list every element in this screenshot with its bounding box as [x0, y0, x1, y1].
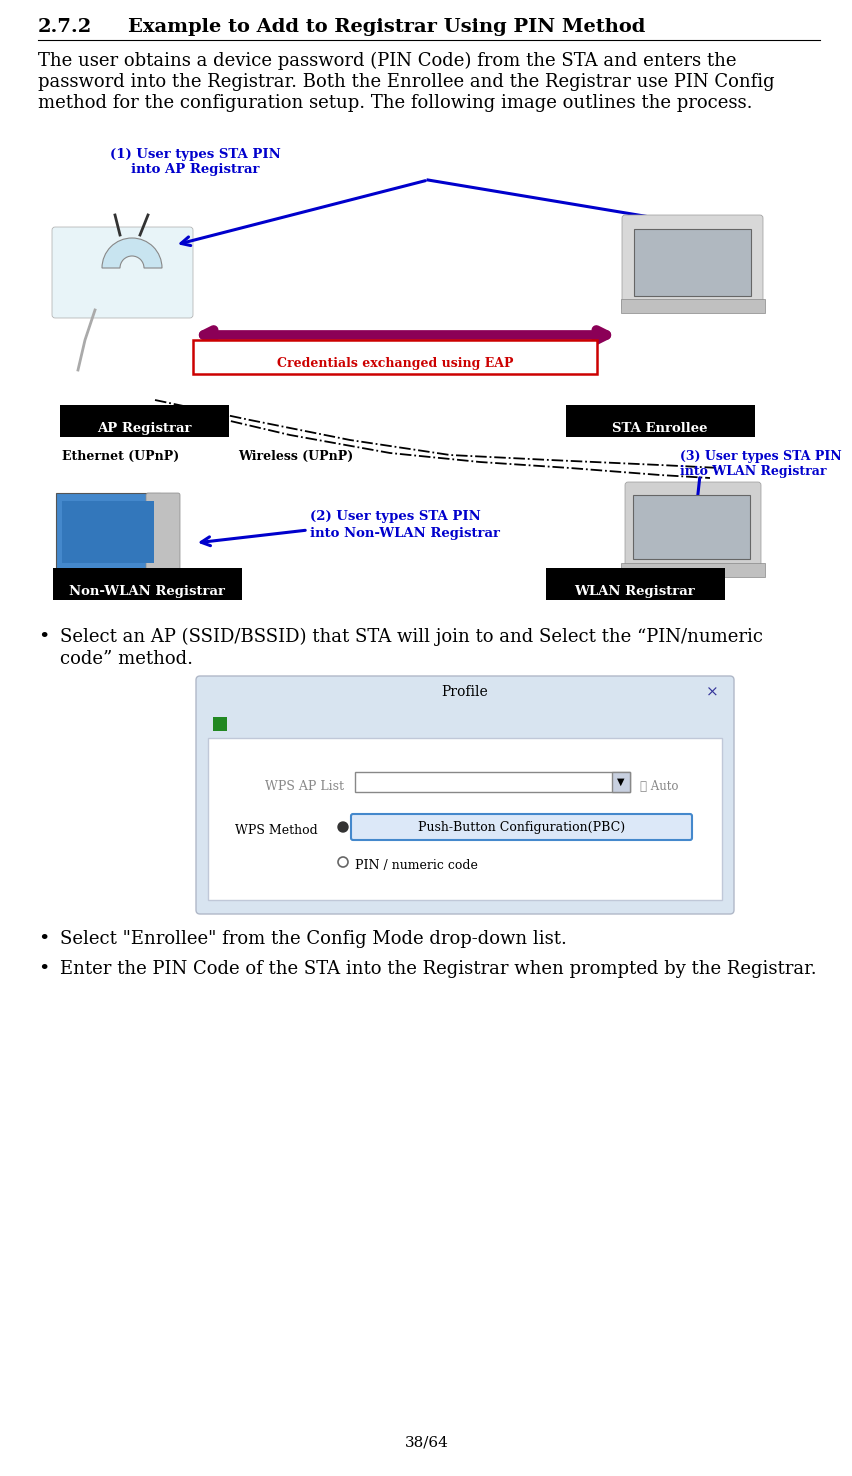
Text: ▼: ▼	[617, 776, 624, 787]
Text: Enter the PIN Code of the STA into the Registrar when prompted by the Registrar.: Enter the PIN Code of the STA into the R…	[60, 959, 815, 979]
Text: Ethernet (UPnP): Ethernet (UPnP)	[62, 450, 179, 463]
Text: PIN / numeric code: PIN / numeric code	[354, 859, 477, 872]
FancyBboxPatch shape	[62, 500, 154, 562]
Text: code” method.: code” method.	[60, 649, 193, 669]
Text: •: •	[38, 959, 49, 979]
FancyBboxPatch shape	[196, 676, 733, 914]
FancyBboxPatch shape	[621, 215, 762, 311]
Text: Wireless (UPnP): Wireless (UPnP)	[238, 450, 353, 463]
Text: Push-Button Configuration(PBC): Push-Button Configuration(PBC)	[417, 821, 625, 834]
FancyBboxPatch shape	[56, 493, 160, 573]
FancyBboxPatch shape	[54, 570, 191, 582]
Text: (2) User types STA PIN: (2) User types STA PIN	[309, 511, 481, 523]
FancyBboxPatch shape	[545, 568, 724, 601]
Text: •: •	[38, 930, 49, 948]
Text: Profile: Profile	[441, 685, 488, 700]
Text: into WLAN Registrar: into WLAN Registrar	[679, 465, 826, 478]
FancyBboxPatch shape	[354, 772, 630, 793]
Text: 2.7.2: 2.7.2	[38, 18, 92, 35]
FancyBboxPatch shape	[611, 772, 630, 793]
Text: ☐ Auto: ☐ Auto	[639, 779, 677, 793]
Circle shape	[337, 858, 348, 866]
FancyBboxPatch shape	[625, 483, 760, 573]
FancyBboxPatch shape	[620, 562, 764, 577]
Text: 38/64: 38/64	[404, 1436, 448, 1449]
Text: AP Registrar: AP Registrar	[96, 422, 191, 435]
Text: WPS Method: WPS Method	[234, 825, 318, 837]
Text: •: •	[38, 627, 49, 646]
FancyBboxPatch shape	[633, 229, 750, 297]
Text: The user obtains a device password (PIN Code) from the STA and enters the: The user obtains a device password (PIN …	[38, 52, 735, 71]
FancyBboxPatch shape	[193, 339, 596, 373]
FancyBboxPatch shape	[566, 404, 754, 437]
Text: WLAN Registrar: WLAN Registrar	[574, 584, 694, 598]
Text: Select "Enrollee" from the Config Mode drop-down list.: Select "Enrollee" from the Config Mode d…	[60, 930, 567, 948]
Text: (1) User types STA PIN: (1) User types STA PIN	[110, 148, 280, 161]
FancyBboxPatch shape	[199, 680, 729, 708]
Text: password into the Registrar. Both the Enrollee and the Registrar use PIN Config: password into the Registrar. Both the En…	[38, 72, 774, 92]
Circle shape	[337, 822, 348, 832]
Text: method for the configuration setup. The following image outlines the process.: method for the configuration setup. The …	[38, 94, 751, 112]
FancyBboxPatch shape	[620, 300, 764, 313]
Wedge shape	[102, 238, 162, 269]
Text: ×: ×	[705, 685, 717, 700]
Text: STA Enrollee: STA Enrollee	[612, 422, 707, 435]
FancyBboxPatch shape	[146, 493, 180, 573]
Text: Credentials exchanged using EAP: Credentials exchanged using EAP	[276, 357, 513, 370]
Text: Example to Add to Registrar Using PIN Method: Example to Add to Registrar Using PIN Me…	[128, 18, 645, 35]
Text: into AP Registrar: into AP Registrar	[130, 162, 259, 176]
FancyBboxPatch shape	[213, 717, 227, 731]
FancyBboxPatch shape	[208, 738, 721, 900]
Text: (3) User types STA PIN: (3) User types STA PIN	[679, 450, 841, 463]
FancyBboxPatch shape	[632, 494, 749, 559]
FancyBboxPatch shape	[350, 813, 691, 840]
FancyBboxPatch shape	[52, 227, 193, 317]
FancyBboxPatch shape	[60, 404, 228, 437]
Text: Select an AP (SSID/BSSID) that STA will join to and Select the “PIN/numeric: Select an AP (SSID/BSSID) that STA will …	[60, 627, 762, 646]
Text: WPS AP List: WPS AP List	[265, 779, 343, 793]
FancyBboxPatch shape	[53, 568, 242, 601]
Text: Non-WLAN Registrar: Non-WLAN Registrar	[69, 584, 225, 598]
Text: into Non-WLAN Registrar: into Non-WLAN Registrar	[309, 527, 499, 540]
